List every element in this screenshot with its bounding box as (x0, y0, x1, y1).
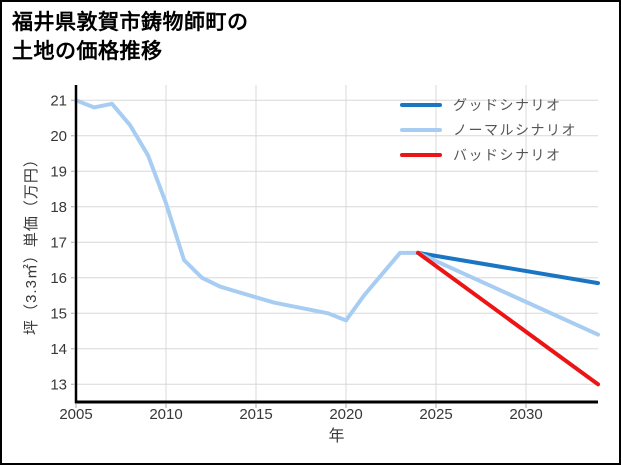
legend-label: グッドシナリオ (453, 96, 562, 113)
legend-item-bad-scenario: バッドシナリオ (400, 142, 577, 167)
x-tick-label: 2005 (59, 406, 92, 423)
legend-line-icon (400, 127, 442, 132)
legend-line-icon (400, 152, 442, 157)
series-line-normal-scenario (416, 250, 600, 337)
x-axis-label: 年 (328, 428, 346, 445)
y-tick-label: 18 (50, 199, 67, 216)
y-tick-label: 15 (50, 305, 67, 322)
y-tick-label: 20 (50, 128, 67, 145)
x-tick-label: 2010 (149, 406, 182, 423)
y-tick-label: 17 (50, 234, 67, 251)
y-tick-label: 14 (50, 341, 67, 358)
x-tick-label: 2025 (419, 406, 452, 423)
x-tick-label: 2020 (329, 406, 362, 423)
chart-legend: グッドシナリオ ノーマルシナリオ バッドシナリオ (400, 92, 577, 167)
y-tick-label: 21 (50, 92, 67, 109)
series-line-good-scenario (416, 250, 600, 286)
legend-label: バッドシナリオ (453, 146, 562, 163)
y-tick-label: 13 (50, 376, 67, 393)
series-line-bad-scenario (416, 250, 600, 387)
y-tick-label: 19 (50, 163, 67, 180)
legend-label: ノーマルシナリオ (453, 121, 577, 138)
legend-line-icon (400, 102, 442, 107)
legend-item-good-scenario: グッドシナリオ (400, 92, 577, 117)
page-title: 福井県敦賀市鋳物師町の 土地の価格推移 (12, 8, 249, 66)
y-tick-label: 16 (50, 270, 67, 287)
y-axis-label: 坪（3.3㎡）単価（万円） (23, 151, 40, 335)
page-title-line2: 土地の価格推移 (12, 40, 163, 63)
x-tick-label: 2030 (509, 406, 542, 423)
x-tick-label: 2015 (239, 406, 272, 423)
legend-item-normal-scenario: ノーマルシナリオ (400, 117, 577, 142)
series-line-actual (74, 98, 420, 323)
page-title-line1: 福井県敦賀市鋳物師町の (12, 11, 249, 34)
